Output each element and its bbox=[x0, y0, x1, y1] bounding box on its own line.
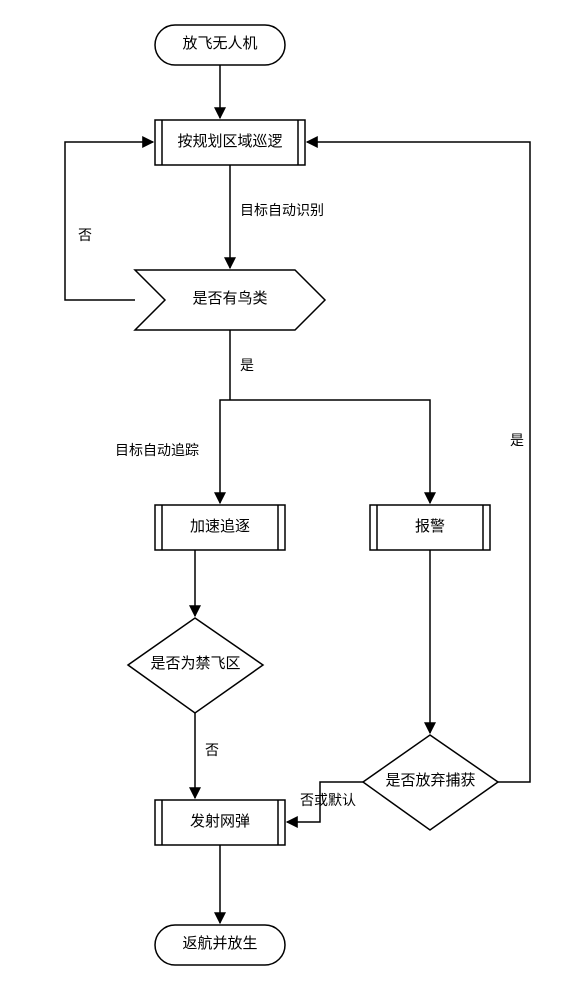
edge-branch-chase bbox=[220, 400, 230, 503]
edgelabel-yes-bird: 是 bbox=[240, 355, 254, 375]
label-chase: 加速追逐 bbox=[155, 505, 285, 550]
edgelabel-giveup-no: 否或默认 bbox=[300, 790, 356, 810]
label-giveup: 是否放弃捕获 bbox=[383, 757, 478, 807]
edgelabel-auto-track: 目标自动追踪 bbox=[115, 440, 199, 460]
label-nofly: 是否为禁飞区 bbox=[148, 640, 243, 690]
edgelabel-giveup-yes: 是 bbox=[510, 430, 524, 450]
label-hasbird: 是否有鸟类 bbox=[135, 270, 325, 330]
edgelabel-auto-recognize: 目标自动识别 bbox=[240, 200, 324, 220]
edgelabel-nofly-no: 否 bbox=[205, 740, 219, 760]
edge-giveup-yes bbox=[307, 142, 530, 782]
edge-branch-alarm bbox=[230, 400, 430, 503]
label-patrol: 按规划区域巡逻 bbox=[162, 120, 298, 165]
label-start: 放飞无人机 bbox=[155, 25, 285, 65]
label-end: 返航并放生 bbox=[155, 925, 285, 965]
edgelabel-no-bird: 否 bbox=[78, 225, 92, 245]
label-shoot: 发射网弹 bbox=[155, 800, 285, 845]
label-alarm: 报警 bbox=[370, 505, 490, 550]
